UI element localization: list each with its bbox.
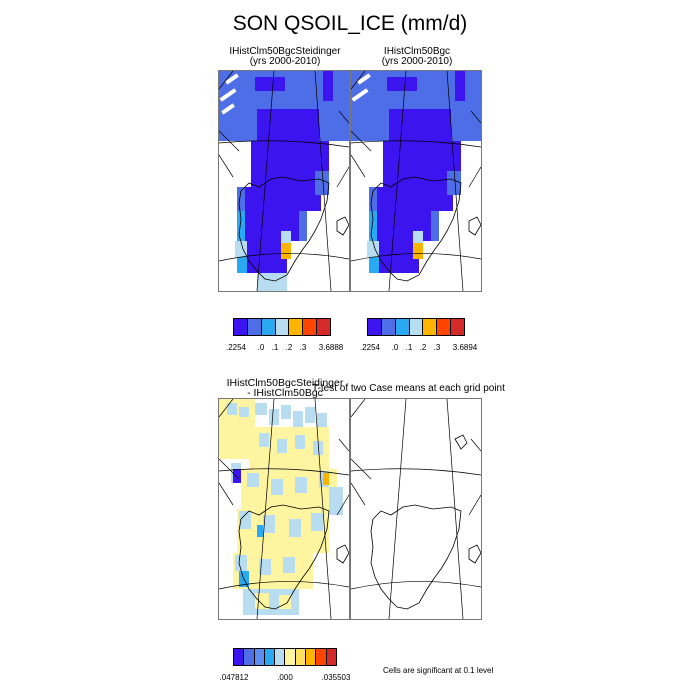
colorbar-label: .0 [392, 343, 399, 352]
colorbar-swatch [306, 649, 316, 665]
colorbar-label: .047812 [220, 673, 249, 682]
colorbar-swatch [244, 649, 254, 665]
colorbar-label: .2 [420, 343, 427, 352]
colorbar-swatch [255, 649, 265, 665]
colorbar-swatch [368, 319, 382, 335]
panel-title-line2: (yrs 2000-2010) [219, 57, 351, 67]
panel-title-ttest: T-test of two Case means at each grid po… [312, 383, 505, 394]
colorbar-label: .2 [286, 343, 293, 352]
panel-title-bgc: IHistClm50Bgc (yrs 2000-2010) [351, 47, 483, 67]
colorbar-swatch [234, 319, 248, 335]
panel-title-steidinger: IHistClm50BgcSteidinger (yrs 2000-2010) [219, 47, 351, 67]
colorbar-label: 3.6888 [319, 343, 343, 352]
colorbar-label: 3.6894 [453, 343, 477, 352]
colorbar-label: .3 [300, 343, 307, 352]
ice-cells [351, 71, 481, 273]
colorbar-swatch [316, 649, 326, 665]
panel-title-line2: (yrs 2000-2010) [351, 57, 483, 67]
colorbar-bgc [367, 318, 465, 336]
colorbar-label: .1 [272, 343, 279, 352]
colorbar-label: .1 [406, 343, 413, 352]
colorbar-swatch [396, 319, 410, 335]
colorbar-swatch [285, 649, 295, 665]
figure-title: SON QSOIL_ICE (mm/d) [0, 12, 700, 36]
map-panel-bgc [350, 70, 482, 292]
colorbar-swatch [317, 319, 330, 335]
colorbar-label: .000 [277, 673, 293, 682]
colorbar-swatch [382, 319, 396, 335]
colorbar-swatch [296, 649, 306, 665]
colorbar-swatch [275, 649, 285, 665]
colorbar-swatch [451, 319, 464, 335]
ice-cells [219, 71, 349, 291]
difference-cells [219, 399, 343, 615]
colorbar-swatch [276, 319, 290, 335]
colorbar-swatch [262, 319, 276, 335]
colorbar-swatch [327, 649, 336, 665]
colorbar-swatch [234, 649, 244, 665]
colorbar-swatch [437, 319, 451, 335]
colorbar-swatch [423, 319, 437, 335]
colorbar-swatch [265, 649, 275, 665]
map-grid-lines [351, 399, 481, 619]
colorbar-swatch [303, 319, 317, 335]
colorbar-label: .035503 [322, 673, 351, 682]
colorbar-label: .0 [258, 343, 265, 352]
map-panel-ttest [350, 398, 482, 620]
map-panel-steidinger [218, 70, 350, 292]
colorbar-swatch [248, 319, 262, 335]
colorbar-steidinger [233, 318, 331, 336]
map-panel-difference [218, 398, 350, 620]
colorbar-label: .2254 [360, 343, 380, 352]
significance-note: Cells are significant at 0.1 level [383, 666, 493, 675]
colorbar-difference [233, 648, 337, 666]
colorbar-label: .2254 [226, 343, 246, 352]
colorbar-swatch [410, 319, 424, 335]
colorbar-label: .3 [434, 343, 441, 352]
colorbar-swatch [289, 319, 303, 335]
